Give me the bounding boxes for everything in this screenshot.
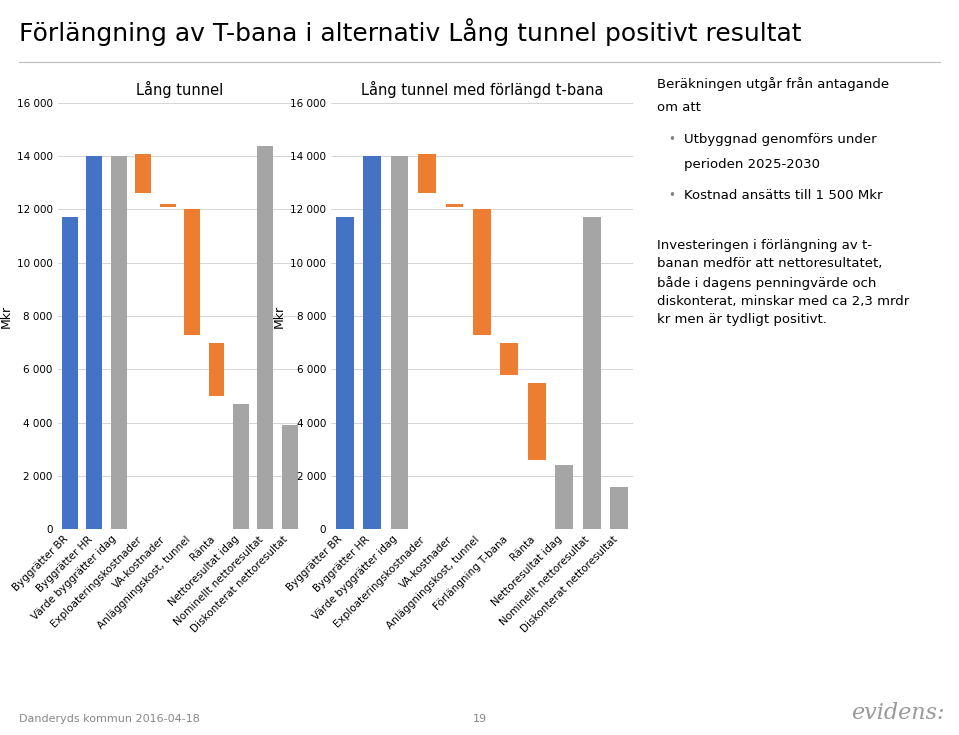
Title: Lång tunnel: Lång tunnel	[136, 81, 223, 98]
Bar	[336, 218, 354, 529]
Text: Danderyds kommun 2016-04-18: Danderyds kommun 2016-04-18	[19, 714, 200, 724]
Bar	[110, 157, 127, 529]
Bar	[583, 218, 600, 529]
Bar	[282, 426, 298, 529]
Bar	[390, 157, 409, 529]
Bar	[501, 343, 518, 375]
Bar	[208, 343, 224, 396]
Bar	[446, 204, 463, 207]
Y-axis label: Mkr: Mkr	[0, 304, 12, 328]
Text: Utbyggnad genomförs under: Utbyggnad genomförs under	[684, 133, 877, 146]
Bar	[527, 383, 546, 460]
Bar	[86, 157, 103, 529]
Y-axis label: Mkr: Mkr	[272, 304, 286, 328]
Bar	[363, 157, 381, 529]
Bar	[184, 209, 200, 334]
Bar	[61, 218, 78, 529]
Text: •: •	[668, 189, 675, 202]
Bar	[418, 154, 436, 193]
Text: perioden 2025-2030: perioden 2025-2030	[684, 158, 820, 171]
Bar	[610, 487, 628, 529]
Text: •: •	[668, 133, 675, 146]
Bar	[233, 404, 249, 529]
Text: Kostnad ansätts till 1 500 Mkr: Kostnad ansätts till 1 500 Mkr	[684, 189, 882, 202]
Text: Beräkningen utgår från antagande: Beräkningen utgår från antagande	[657, 77, 889, 91]
Text: 19: 19	[473, 714, 486, 724]
Text: Investeringen i förlängning av t-
banan medför att nettoresultatet,
både i dagen: Investeringen i förlängning av t- banan …	[657, 239, 909, 326]
Text: om att: om att	[657, 101, 701, 114]
Bar	[135, 154, 152, 193]
Text: evidens:: evidens:	[852, 702, 945, 724]
Bar	[159, 204, 175, 207]
Title: Lång tunnel med förlängd t-bana: Lång tunnel med förlängd t-bana	[361, 81, 603, 98]
Text: Förlängning av T-bana i alternativ Lång tunnel positivt resultat: Förlängning av T-bana i alternativ Lång …	[19, 18, 802, 46]
Bar	[473, 209, 491, 334]
Bar	[257, 146, 273, 529]
Bar	[555, 465, 573, 529]
